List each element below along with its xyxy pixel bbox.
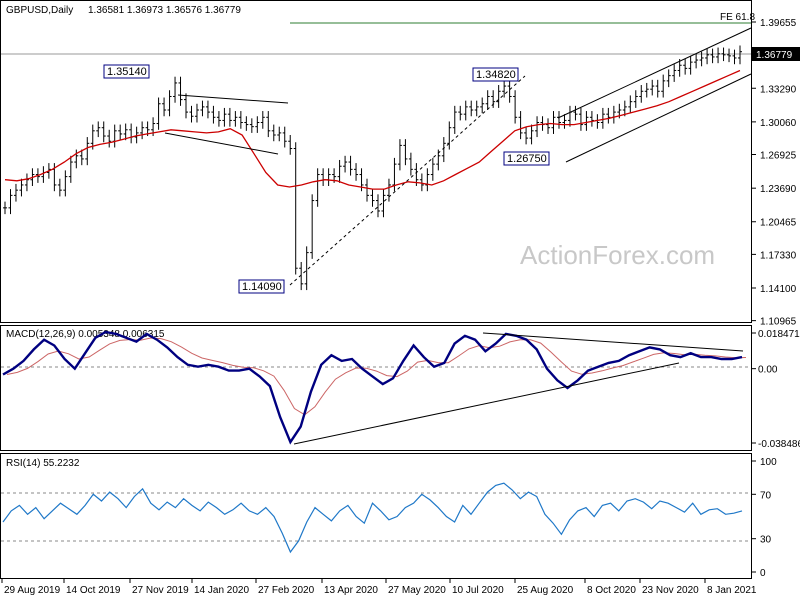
current-price-label: 1.36779 [756, 50, 793, 61]
annotation-box [472, 67, 519, 82]
rsi-title: RSI(14) 55.2232 [6, 458, 80, 469]
macd-axis: 0.018471 0.00 -0.038486 [752, 329, 800, 450]
macd-title: MACD(12,26,9) 0.005348 0.006315 [6, 329, 165, 340]
macd-tick-label: 0.018471 [758, 329, 800, 340]
rsi-tick-label: 70 [760, 490, 772, 501]
price-tick-label: 1.39655 [760, 18, 797, 29]
rsi-panel[interactable] [0, 453, 752, 579]
price-tick-label: 1.33290 [760, 84, 797, 95]
price-tick-label: 1.20465 [760, 218, 797, 229]
annotation-box [503, 151, 550, 166]
symbol-label: GBPUSD,Daily [6, 5, 73, 16]
annotation-label: 1.14090 [242, 281, 282, 293]
macd-tick-label: 0.00 [758, 365, 778, 376]
macd-line [2, 330, 743, 445]
date-axis: 29 Aug 2019 14 Oct 2019 27 Nov 2019 14 Jan … [1, 579, 757, 596]
price-axis: 1.39655 1.33290 1.30060 1.26925 1.23690 1.204… [752, 18, 797, 328]
annotation-box [103, 64, 150, 79]
fib-dashed-line [289, 75, 526, 286]
date-label: 27 Nov 2019 [132, 585, 189, 596]
price-tick-label: 1.23690 [760, 184, 797, 195]
date-label: 27 Feb 2020 [258, 585, 315, 596]
annotation-label: 1.34820 [476, 69, 516, 81]
price-annotations: 1.35140 1.14090 1.34820 1.26750 [103, 64, 550, 294]
price-tick-label: 1.10965 [760, 317, 797, 328]
date-label: 14 Jan 2020 [194, 585, 249, 596]
fe-label: FE 61.8 [720, 12, 755, 23]
date-label: 8 Oct 2020 [587, 585, 636, 596]
fe-level: FE 61.8 [290, 12, 755, 24]
watermark: ActionForex.com [520, 240, 715, 270]
date-label: 27 May 2020 [388, 585, 446, 596]
price-tick-label: 1.17330 [760, 250, 797, 261]
date-label: 23 Nov 2020 [642, 585, 699, 596]
date-label: 10 Jul 2020 [452, 585, 504, 596]
rsi-tick-label: 0 [760, 568, 766, 579]
price-tick-label: 1.14100 [760, 284, 797, 295]
rsi-tick-label: 30 [760, 535, 772, 546]
upper-channel-line [557, 27, 752, 119]
macd-support-line [293, 362, 680, 445]
annotation-label: 1.26750 [507, 153, 547, 165]
price-tick-label: 1.30060 [760, 118, 797, 129]
current-price-box [752, 47, 800, 61]
rsi-tick-label: 100 [760, 457, 777, 468]
annotation-box [238, 279, 285, 294]
macd-resistance-line [482, 332, 744, 352]
rsi-axis: 100 70 30 0 [752, 457, 777, 579]
moving-average-line [4, 69, 741, 190]
price-bars [3, 45, 742, 291]
lower-channel-line [565, 73, 752, 163]
price-panel[interactable] [0, 0, 752, 323]
date-label: 8 Jan 2021 [707, 585, 757, 596]
price-trend-lines [164, 27, 752, 286]
macd-tick-label: -0.038486 [758, 439, 800, 450]
triangle-lower-line [164, 132, 279, 155]
date-label: 25 Aug 2020 [517, 585, 574, 596]
rsi-line [2, 482, 743, 554]
date-label: 29 Aug 2019 [4, 585, 61, 596]
annotation-label: 1.35140 [107, 66, 147, 78]
ohlc-values: 1.36581 1.36973 1.36576 1.36779 [88, 5, 241, 16]
macd-panel[interactable] [0, 325, 752, 451]
date-label: 13 Apr 2020 [324, 585, 378, 596]
triangle-upper-line [177, 94, 289, 104]
price-tick-label: 1.26925 [760, 151, 797, 162]
date-label: 14 Oct 2019 [66, 585, 121, 596]
